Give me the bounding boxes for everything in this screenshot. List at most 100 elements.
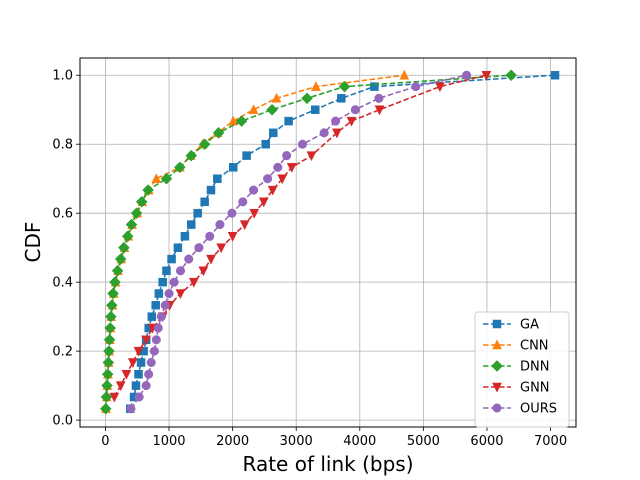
x-tick-label: 2000 (216, 434, 249, 449)
x-tick-label: 3000 (280, 434, 313, 449)
data-point-dnn (105, 299, 118, 312)
legend-frame (474, 311, 570, 428)
data-point-ga (136, 358, 146, 367)
legend-label-ours: OURS (520, 402, 557, 417)
data-point-ours (126, 404, 136, 414)
data-point-gnn (277, 174, 288, 185)
legend-item-cnn: CNN (483, 339, 549, 354)
data-point-ours (273, 162, 283, 172)
x-tick-label: 4000 (343, 434, 376, 449)
legend-marker-ga (492, 319, 502, 329)
data-point-ga (311, 105, 320, 114)
data-point-gnn (188, 277, 199, 288)
data-point-ours (184, 254, 194, 264)
series-ours (126, 70, 472, 414)
y-tick-label: 0.2 (52, 345, 73, 360)
data-point-dnn (338, 80, 351, 93)
data-point-dnn (101, 368, 114, 381)
plot-area-frame (79, 57, 577, 428)
data-point-ga (134, 369, 143, 379)
data-point-dnn (266, 103, 278, 116)
data-point-gnn (239, 220, 250, 231)
data-point-ours (141, 381, 151, 391)
data-point-ga (193, 208, 202, 218)
data-point-gnn (481, 70, 492, 81)
data-point-dnn (160, 172, 173, 185)
data-point-ga (370, 82, 379, 91)
data-point-gnn (198, 266, 209, 277)
data-point-ga (213, 174, 222, 183)
data-point-ga (180, 232, 190, 241)
data-point-gnn (115, 381, 126, 392)
legend-marker-gnn (492, 382, 502, 393)
data-point-ga (242, 151, 251, 160)
data-point-gnn (374, 105, 385, 116)
x-axis-label: Rate of link (bps) (243, 452, 414, 476)
data-point-dnn (107, 287, 119, 300)
data-point-ours (134, 392, 144, 402)
data-point-ga (187, 220, 196, 229)
data-point-ga (337, 94, 346, 103)
data-point-ga (167, 254, 176, 264)
data-point-ours (263, 174, 273, 184)
series-gnn (109, 70, 492, 403)
legend-item-gnn: GNN (483, 381, 550, 396)
data-point-ours (319, 128, 329, 138)
legend-marker-dnn (491, 360, 503, 372)
data-point-cnn (248, 104, 259, 114)
data-point-gnn (109, 392, 120, 403)
data-point-ours (374, 93, 384, 103)
data-point-ga (550, 70, 560, 80)
data-point-ours (298, 139, 308, 149)
data-point-cnn (311, 81, 321, 91)
data-point-dnn (198, 138, 211, 151)
data-point-ours (160, 300, 170, 310)
legend-label-gnn: GNN (520, 381, 550, 396)
data-point-ours (156, 312, 166, 322)
data-point-gnn (206, 254, 216, 265)
data-point-dnn (104, 322, 117, 334)
data-point-gnn (121, 369, 132, 380)
data-point-ours (350, 105, 360, 115)
data-point-gnn (346, 116, 357, 127)
data-point-dnn (125, 218, 138, 231)
data-point-dnn (212, 126, 225, 139)
data-point-ga (154, 289, 164, 298)
data-point-ga (229, 163, 238, 172)
data-point-gnn (267, 185, 278, 196)
data-point-ga (158, 277, 167, 287)
series-ga (125, 70, 560, 413)
data-point-dnn (103, 345, 115, 357)
data-point-dnn (104, 310, 117, 323)
data-point-dnn (505, 69, 517, 82)
data-point-dnn (111, 264, 124, 277)
axis-ticks: 0 1000 2000 3000 4000 5000 6000 7000 0.0 0.2 0.4 0.… (52, 69, 567, 449)
data-point-dnn (142, 184, 154, 196)
data-point-ours (215, 220, 225, 230)
data-point-ga (206, 185, 216, 195)
data-point-ga (162, 266, 171, 276)
legend-item-dnn: DNN (483, 360, 549, 375)
data-point-cnn (399, 69, 410, 80)
data-point-ours (249, 185, 259, 195)
data-point-ours (194, 243, 204, 253)
data-point-dnn (118, 241, 130, 254)
data-point-dnn (235, 115, 248, 127)
data-point-gnn (216, 243, 227, 254)
data-point-gnn (175, 289, 186, 300)
legend-label-cnn: CNN (520, 339, 549, 354)
data-point-ours (282, 151, 292, 161)
data-point-ours (146, 357, 156, 368)
data-point-ga (269, 128, 278, 138)
x-tick-label: 0 (101, 434, 109, 449)
data-point-dnn (99, 402, 112, 415)
data-point-ga (261, 139, 270, 149)
data-point-ours (227, 208, 237, 218)
y-tick-label: 0.0 (52, 414, 73, 429)
data-point-ours (411, 82, 421, 92)
data-point-gnn (331, 128, 342, 139)
data-point-ours (205, 231, 215, 241)
y-axis-label: CDF (21, 222, 45, 263)
data-point-ours (144, 369, 154, 379)
y-tick-label: 0.4 (52, 276, 73, 291)
